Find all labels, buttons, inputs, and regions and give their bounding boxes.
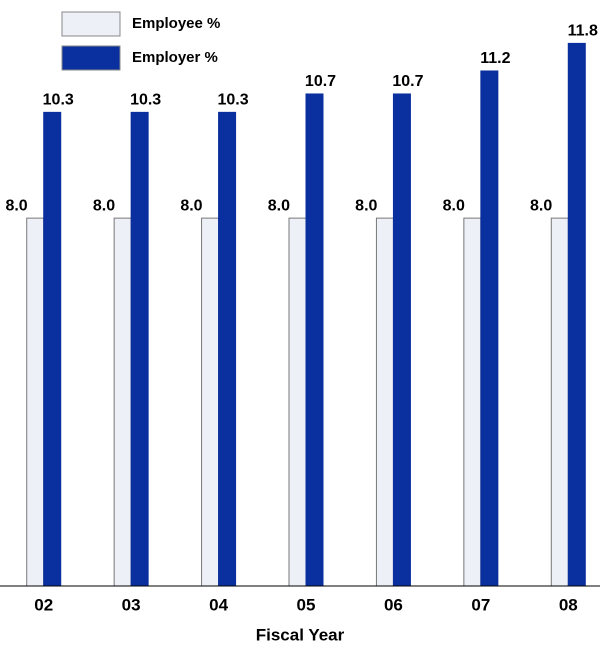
- x-axis-title: Fiscal Year: [256, 625, 345, 644]
- legend-label: Employee %: [132, 15, 220, 32]
- value-label: 10.7: [305, 73, 336, 90]
- value-label: 8.0: [268, 197, 290, 214]
- bar: [113, 217, 132, 587]
- bar: [463, 217, 482, 587]
- legend-swatch: [61, 11, 121, 37]
- value-label: 10.3: [130, 92, 161, 109]
- x-tick-label: 08: [559, 595, 578, 614]
- value-label: 8.0: [443, 197, 465, 214]
- legend-swatch: [61, 45, 121, 71]
- value-label: 11.2: [480, 50, 510, 67]
- bar: [130, 111, 149, 587]
- value-label: 8.0: [93, 197, 115, 214]
- bar: [375, 217, 394, 587]
- x-tick-label: 06: [384, 595, 403, 614]
- value-label: 10.3: [43, 92, 74, 109]
- x-tick-label: 03: [122, 595, 141, 614]
- x-tick-label: 04: [209, 595, 228, 614]
- x-tick-label: 05: [297, 595, 316, 614]
- bar: [288, 217, 307, 587]
- bar: [480, 70, 499, 587]
- bar: [201, 217, 220, 587]
- value-label: 8.0: [355, 197, 377, 214]
- value-label: 8.0: [5, 197, 27, 214]
- bar: [567, 42, 586, 587]
- value-label: 10.3: [218, 92, 249, 109]
- bar: [26, 217, 45, 587]
- x-tick-label: 07: [471, 595, 490, 614]
- bar: [305, 93, 324, 587]
- value-label: 10.7: [392, 73, 423, 90]
- value-label: 8.0: [180, 197, 202, 214]
- bar: [550, 217, 569, 587]
- value-label: 8.0: [530, 197, 552, 214]
- bar: [392, 93, 411, 587]
- x-tick-label: 02: [34, 595, 53, 614]
- legend-label: Employer %: [132, 49, 218, 66]
- bar: [43, 111, 62, 587]
- bar: [218, 111, 237, 587]
- value-label: 11.8: [568, 23, 598, 40]
